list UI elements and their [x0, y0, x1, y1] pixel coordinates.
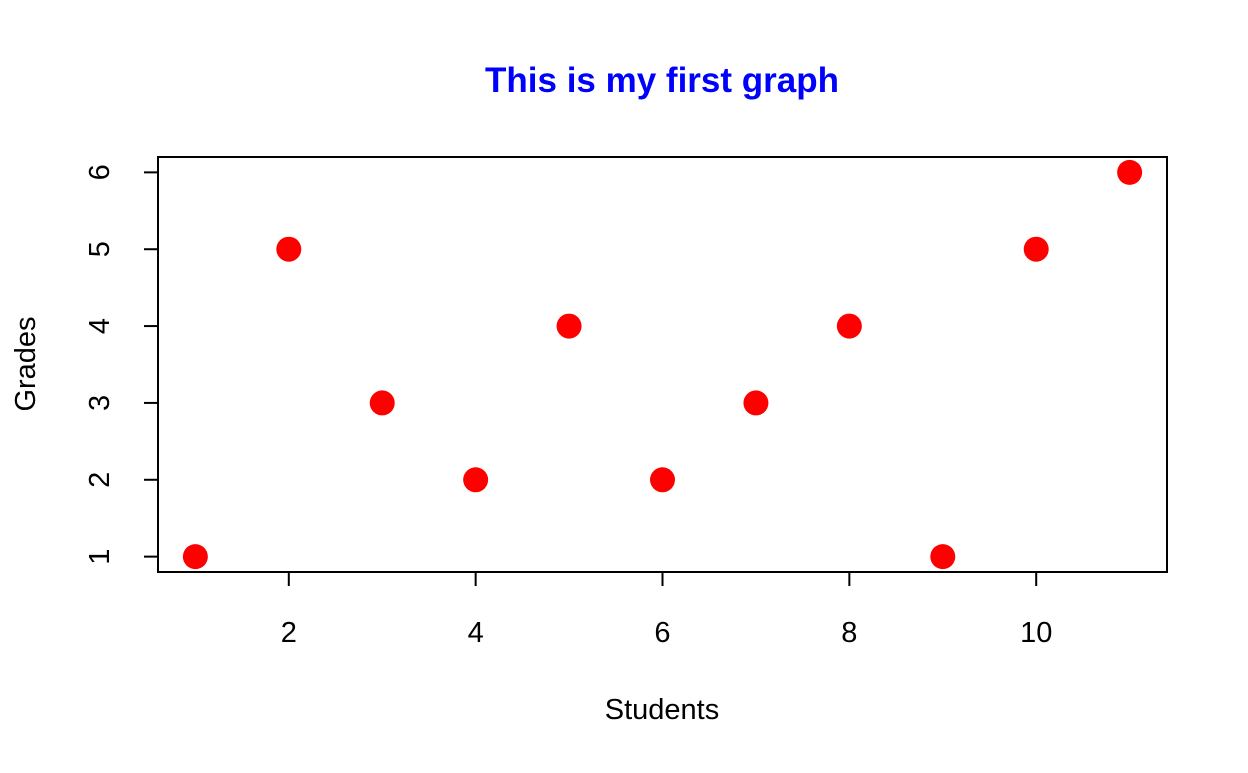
- x-axis-label: Students: [605, 694, 719, 726]
- y-tick-label: 4: [84, 318, 116, 334]
- y-tick-label: 3: [84, 395, 116, 411]
- x-tick-label: 4: [468, 617, 484, 649]
- x-tick-label: 10: [1020, 617, 1052, 649]
- chart-title: This is my first graph: [485, 61, 839, 100]
- y-axis: 1 2 3 4 5 6: [84, 164, 158, 565]
- data-point: [276, 236, 302, 262]
- data-point: [836, 313, 862, 339]
- y-tick-label: 1: [84, 549, 116, 565]
- x-tick-label: 6: [654, 617, 670, 649]
- plot-frame: [157, 156, 1168, 573]
- y-tick-label: 5: [84, 241, 116, 257]
- y-axis-label: Grades: [10, 316, 42, 411]
- data-point: [650, 467, 675, 493]
- y-tick-label: 2: [84, 472, 116, 488]
- data-point: [1117, 159, 1143, 185]
- data-point: [1023, 236, 1049, 262]
- data-points: [182, 159, 1143, 570]
- data-point: [930, 544, 956, 570]
- data-point: [463, 467, 489, 493]
- y-tick-label: 6: [84, 164, 116, 180]
- data-point: [182, 544, 208, 570]
- data-point: [556, 313, 582, 339]
- x-tick-label: 2: [281, 617, 297, 649]
- data-point: [369, 390, 395, 416]
- data-point: [743, 390, 769, 416]
- x-axis: 2 4 6 8 10: [281, 572, 1052, 649]
- x-tick-label: 8: [841, 617, 857, 649]
